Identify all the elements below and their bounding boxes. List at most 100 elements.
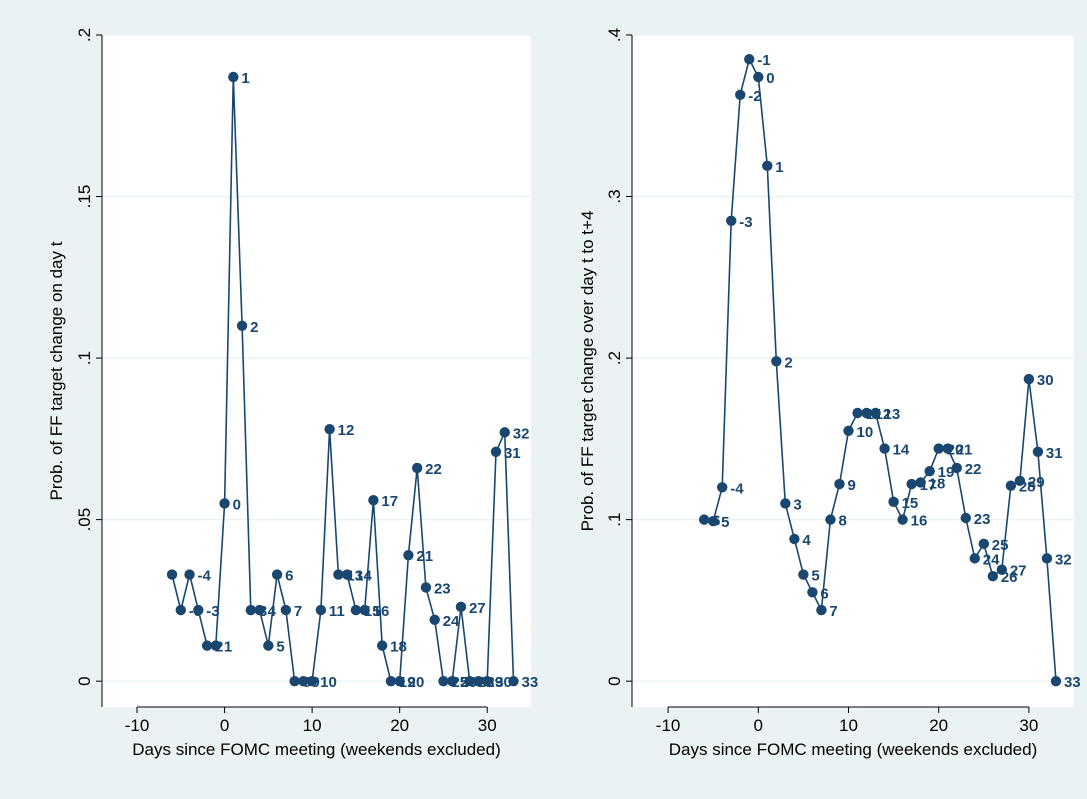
data-point-left	[184, 569, 195, 580]
data-point-left	[499, 427, 510, 438]
data-point-left	[298, 675, 309, 687]
data-label-right: 8	[838, 513, 846, 530]
data-label-right: 1	[775, 159, 783, 176]
data-point-left	[473, 675, 484, 687]
data-point-right	[798, 569, 809, 580]
data-point-right	[987, 570, 999, 582]
data-point-right	[780, 498, 791, 509]
data-point-left	[201, 640, 213, 651]
data-point-right	[825, 514, 836, 525]
data-point-left	[438, 675, 449, 687]
data-point-right	[717, 482, 728, 493]
data-label-left: 0	[233, 496, 241, 513]
data-point-left	[411, 462, 423, 474]
data-point-left	[394, 675, 405, 687]
data-label-left: 5	[276, 639, 284, 656]
data-point-left	[341, 569, 353, 580]
data-point-left	[166, 569, 178, 580]
data-label-right: 33	[1064, 674, 1081, 691]
data-point-right	[816, 604, 827, 616]
series-line-right	[704, 56, 1057, 682]
data-point-left	[359, 604, 370, 616]
data-point-left	[306, 675, 318, 687]
data-label-right: 5	[721, 514, 729, 531]
data-label-right: 2	[784, 354, 792, 371]
data-label-right: 14	[893, 442, 910, 459]
x-tick-label-right: 30	[1019, 716, 1038, 735]
gridlines-right	[632, 34, 1074, 682]
data-point-right	[942, 443, 953, 454]
data-label-left: 22	[425, 461, 442, 478]
data-point-left	[271, 569, 283, 580]
data-label-left: 1	[224, 639, 232, 656]
x-tick-label-left: 0	[220, 716, 229, 735]
data-label-left: 7	[294, 603, 302, 620]
data-label-right: 13	[884, 406, 901, 423]
series-right: 65-4-3-2-1012345678910111213141516171819…	[698, 52, 1081, 691]
y-tick-label-right: .4	[605, 28, 624, 42]
data-label-right: -4	[730, 480, 744, 497]
data-point-right	[1023, 373, 1035, 385]
data-label-right: 31	[1046, 445, 1063, 462]
data-point-right	[771, 356, 782, 367]
data-point-left	[245, 604, 257, 616]
data-label-right: 6	[820, 585, 828, 602]
data-label-right: 25	[992, 537, 1009, 554]
data-label-left: 16	[373, 603, 390, 620]
data-label-left: 21	[416, 548, 433, 565]
data-point-right	[933, 443, 944, 454]
x-tick-label-left: 30	[478, 716, 497, 735]
data-point-right	[915, 477, 926, 488]
data-label-left: 32	[513, 425, 530, 442]
data-point-right	[762, 160, 773, 172]
data-point-right	[698, 514, 710, 525]
data-label-right: -1	[757, 52, 770, 69]
data-label-left: -3	[206, 603, 219, 620]
data-point-left	[210, 640, 222, 651]
y-tick-label-left: .2	[75, 28, 94, 42]
data-point-right	[744, 54, 755, 65]
data-point-right	[879, 443, 890, 454]
y-tick-label-left: .15	[75, 185, 94, 209]
y-tick-label-left: 0	[75, 676, 94, 685]
x-tick-label-left: -10	[125, 716, 150, 735]
data-label-right: -2	[748, 88, 761, 105]
axes-right: 0.1.2.3.4-10 0 10 20 30	[605, 28, 1038, 735]
data-label-left: 18	[390, 639, 407, 656]
data-point-left	[350, 604, 362, 616]
plot-area-left	[102, 35, 531, 707]
axes-left: 0.05.1.15.2-10 0 10 20 30	[75, 28, 497, 735]
data-point-right	[924, 465, 935, 477]
data-label-left: 17	[381, 493, 398, 510]
data-point-left	[236, 320, 248, 331]
y-tick-label-right: .1	[605, 513, 624, 527]
data-point-left	[280, 604, 292, 616]
series-left: -5-4-32101234567891011121314151617181920…	[166, 70, 538, 691]
data-point-right	[870, 407, 881, 419]
data-point-right	[1014, 475, 1026, 487]
data-point-left	[289, 675, 300, 687]
data-label-right: 32	[1055, 551, 1072, 568]
y-tick-label-left: .05	[75, 508, 94, 532]
y-axis-label-left: Prob. of FF target change on day t	[47, 241, 66, 500]
data-point-right	[1005, 480, 1017, 491]
data-point-right	[960, 512, 971, 524]
data-label-left: 11	[329, 603, 345, 620]
data-point-left	[508, 675, 519, 687]
data-point-right	[707, 516, 719, 527]
data-label-left: 33	[521, 674, 538, 691]
data-point-left	[315, 604, 327, 616]
gridlines-left	[102, 34, 531, 682]
data-label-right: 27	[1010, 563, 1027, 580]
data-label-right: 5	[811, 568, 819, 585]
data-point-left	[219, 498, 230, 509]
data-label-right: 10	[856, 424, 873, 441]
data-label-left: 4	[268, 603, 277, 620]
data-label-left: 10	[320, 674, 337, 691]
y-tick-label-right: 0	[605, 676, 624, 685]
data-label-left: 31	[504, 445, 521, 462]
x-tick-label-right: 0	[754, 716, 763, 735]
data-label-right: 23	[974, 511, 991, 528]
